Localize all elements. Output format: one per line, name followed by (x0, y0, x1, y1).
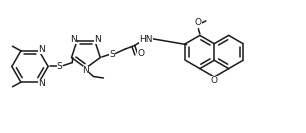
Text: S: S (57, 62, 62, 71)
Text: N: N (71, 35, 77, 44)
Text: N: N (38, 45, 45, 54)
Text: HN: HN (140, 35, 153, 44)
Text: O: O (137, 49, 144, 58)
Text: O: O (195, 18, 202, 27)
Text: O: O (211, 76, 218, 85)
Text: S: S (110, 50, 115, 59)
Text: N: N (95, 35, 101, 44)
Text: N: N (38, 79, 45, 88)
Text: N: N (83, 66, 89, 75)
